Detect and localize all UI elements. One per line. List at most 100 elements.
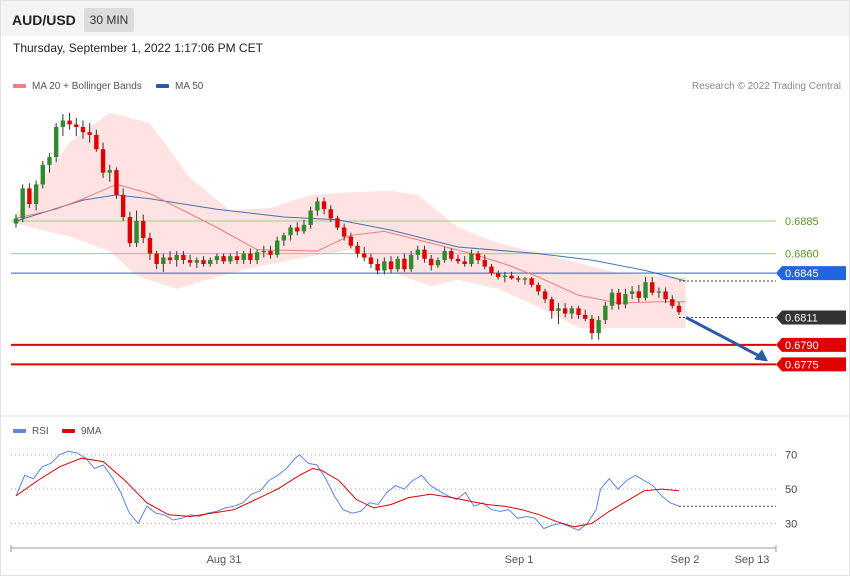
- candle-bear: [355, 245, 360, 254]
- x-tick-label: Sep 2: [671, 554, 700, 566]
- candle-bear: [120, 194, 126, 218]
- candle-bear: [248, 253, 253, 261]
- candle-bear: [616, 292, 621, 305]
- header-bar: AUD/USD 30 MIN: [1, 1, 849, 36]
- candle-bear: [181, 254, 186, 261]
- candle-bull: [522, 278, 528, 280]
- candle-bear: [542, 291, 548, 300]
- candle-bear: [335, 218, 340, 228]
- level-label-0.6860: 0.6860: [785, 249, 819, 261]
- candle-bull: [241, 253, 246, 261]
- legend-rsi: RSI: [13, 426, 49, 437]
- candle-bull: [174, 254, 179, 261]
- x-tick-label: Sep 13: [735, 554, 770, 566]
- candle-bull: [469, 253, 474, 264]
- candle-bear: [676, 305, 682, 313]
- candle-bear: [388, 261, 394, 270]
- candle-bull: [315, 201, 320, 211]
- candle-bull: [47, 157, 52, 165]
- candle-bear: [94, 134, 99, 150]
- candle-bull: [20, 188, 25, 219]
- candle-bear: [495, 273, 501, 278]
- level-label-0.6845: 0.6845: [785, 268, 819, 280]
- candle-bear: [670, 299, 675, 306]
- rsi-ma-swatch: [62, 429, 75, 434]
- candle-bear: [141, 220, 146, 238]
- bollinger-band: [16, 112, 686, 328]
- rsi-tick-50: 50: [785, 484, 797, 496]
- candle-bull: [629, 291, 635, 294]
- candle-bull: [161, 257, 166, 264]
- candle-bear: [80, 127, 86, 133]
- candle-bull: [208, 260, 213, 264]
- candle-bear: [341, 227, 347, 237]
- candle-bull: [288, 227, 293, 236]
- candle-bear: [368, 257, 374, 264]
- candle-bear: [295, 227, 300, 232]
- candle-bull: [107, 170, 112, 173]
- candle-bull: [60, 120, 66, 128]
- candle-bear: [67, 120, 72, 125]
- chart-datetime: Thursday, September 1, 2022 1:17:06 PM C…: [13, 41, 263, 55]
- level-label-0.6790: 0.6790: [785, 340, 819, 352]
- candle-bull: [308, 210, 313, 225]
- level-label-0.6811: 0.6811: [785, 312, 818, 324]
- candle-bear: [201, 260, 206, 264]
- candle-bull: [274, 240, 280, 255]
- candle-bull: [301, 224, 307, 232]
- timeframe-badge[interactable]: 30 MIN: [84, 8, 134, 32]
- x-tick-label: Aug 31: [207, 554, 242, 566]
- candle-bear: [449, 250, 454, 259]
- legend-ma20-label: MA 20 + Bollinger Bands: [32, 81, 142, 92]
- ma50-swatch: [156, 84, 169, 89]
- candle-bull: [214, 256, 220, 261]
- candle-bull: [33, 184, 39, 204]
- legend-ma50: MA 50: [156, 81, 203, 92]
- candle-bull: [281, 235, 287, 241]
- candle-bear: [482, 260, 487, 267]
- candle-bear: [489, 266, 494, 274]
- candle-bear: [147, 237, 153, 254]
- legend-ma20: MA 20 + Bollinger Bands: [13, 81, 142, 92]
- candle-bear: [187, 260, 193, 263]
- candle-bull: [254, 252, 260, 261]
- candle-bull: [442, 250, 447, 261]
- copyright-text: Research © 2022 Trading Central: [691, 81, 841, 92]
- candle-bull: [134, 220, 139, 244]
- x-tick-label: Sep 1: [505, 554, 534, 566]
- candle-bear: [529, 278, 534, 285]
- candle-bear: [100, 149, 106, 173]
- candle-bull: [13, 218, 19, 224]
- candle-bear: [462, 261, 467, 264]
- candle-bear: [221, 256, 226, 262]
- candle-bull: [609, 292, 615, 306]
- candle-bear: [402, 258, 407, 270]
- candle-bear: [74, 124, 79, 128]
- candle-bear: [562, 308, 568, 314]
- legend-rsi-ma-label: 9MA: [81, 426, 102, 437]
- rsi-tick-70: 70: [785, 450, 797, 462]
- legend-rsi-label: RSI: [32, 426, 49, 437]
- candle-bear: [589, 318, 595, 334]
- candle-bear: [87, 132, 92, 135]
- candle-bull: [435, 260, 441, 266]
- candle-bear: [650, 282, 655, 293]
- candle-bull: [656, 291, 662, 293]
- candle-bear: [663, 291, 668, 300]
- candle-bull: [556, 308, 561, 311]
- level-tag-0.6775: [776, 357, 846, 372]
- candle-bear: [583, 314, 588, 319]
- candle-bull: [40, 164, 45, 185]
- candle-bull: [261, 250, 266, 253]
- candle-bull: [408, 254, 414, 270]
- candle-bear: [268, 250, 273, 255]
- legend-ma50-label: MA 50: [175, 81, 204, 92]
- candle-bull: [569, 308, 575, 314]
- ma20-line: [15, 183, 686, 304]
- candle-bull: [194, 260, 200, 263]
- candle-bear: [362, 253, 367, 258]
- candle-bull: [603, 305, 608, 321]
- ma20-swatch: [13, 84, 26, 89]
- level-label-0.6885: 0.6885: [785, 216, 819, 228]
